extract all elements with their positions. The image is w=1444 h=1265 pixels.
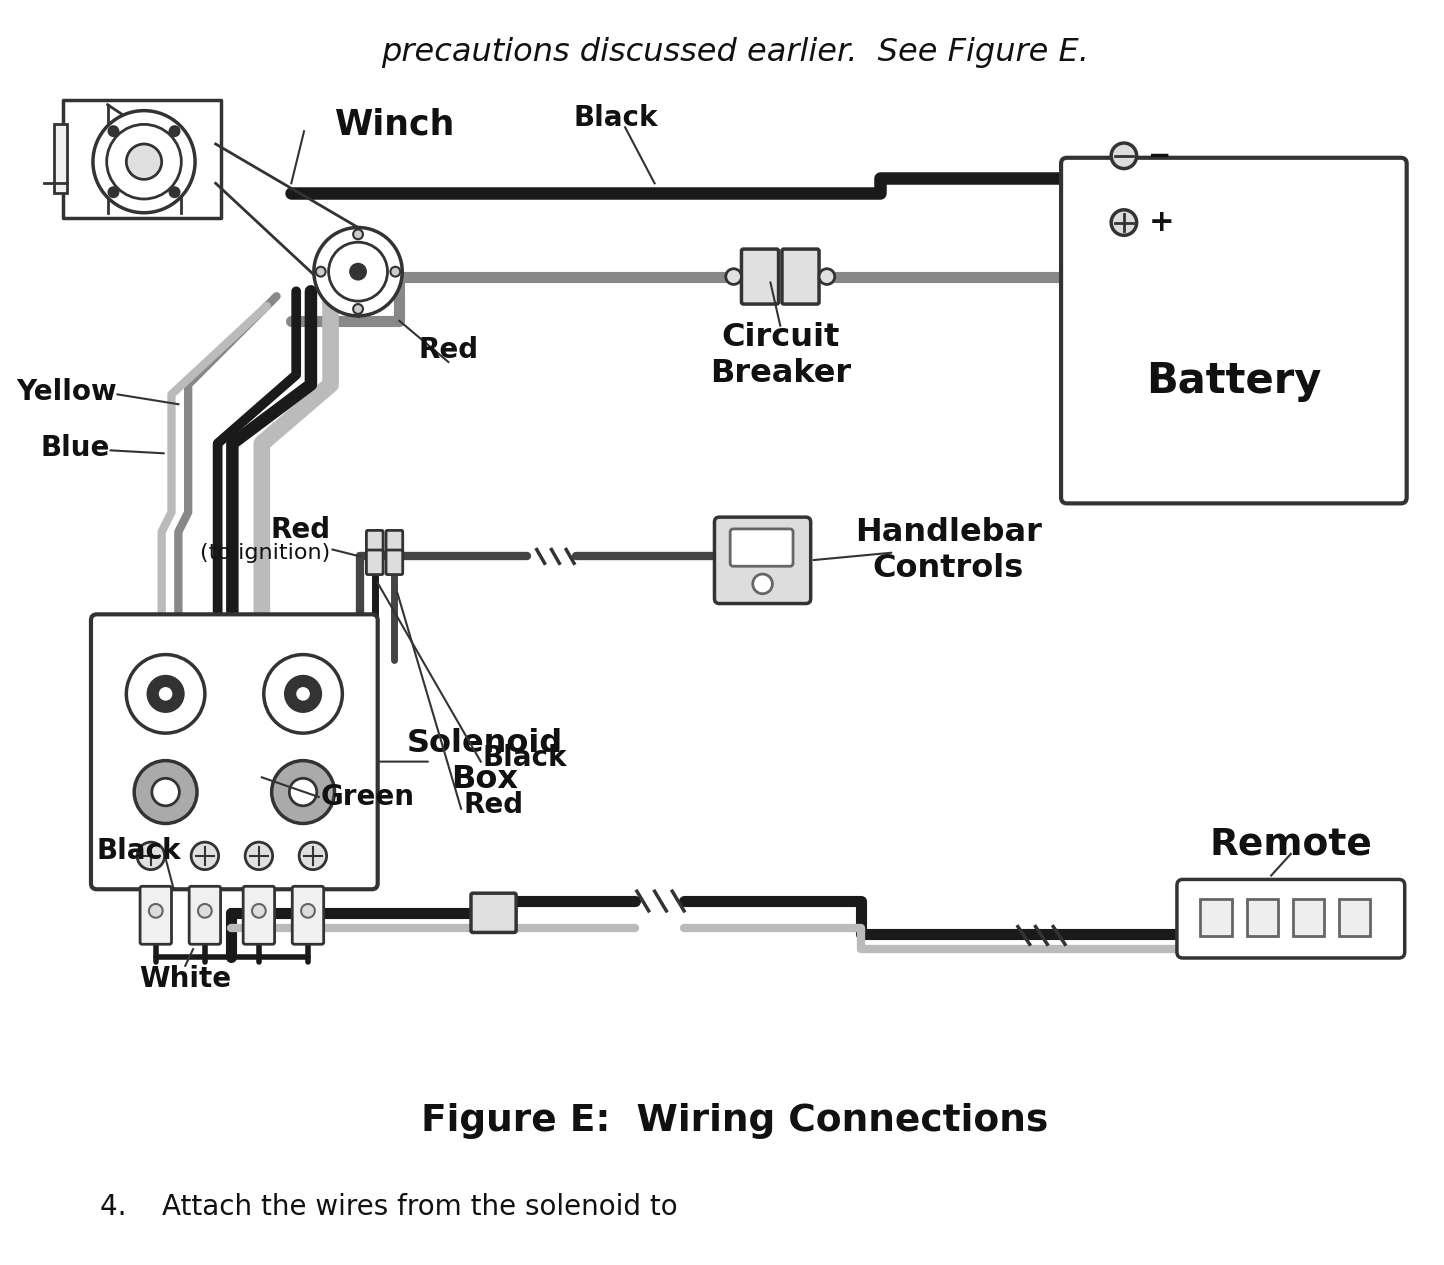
FancyBboxPatch shape bbox=[367, 530, 383, 555]
Text: Black: Black bbox=[97, 837, 182, 865]
Circle shape bbox=[169, 126, 179, 137]
Text: Red: Red bbox=[419, 336, 478, 364]
Circle shape bbox=[152, 778, 179, 806]
FancyBboxPatch shape bbox=[367, 550, 383, 574]
FancyBboxPatch shape bbox=[731, 529, 793, 567]
FancyBboxPatch shape bbox=[189, 887, 221, 944]
Text: 4.    Attach the wires from the solenoid to: 4. Attach the wires from the solenoid to bbox=[100, 1193, 677, 1222]
Bar bbox=[1339, 899, 1370, 936]
Circle shape bbox=[316, 267, 326, 277]
Bar bbox=[1292, 899, 1324, 936]
Bar bbox=[1246, 899, 1278, 936]
Circle shape bbox=[271, 760, 335, 824]
Circle shape bbox=[390, 267, 400, 277]
FancyBboxPatch shape bbox=[292, 887, 323, 944]
Text: Circuit
Breaker: Circuit Breaker bbox=[709, 321, 851, 388]
Circle shape bbox=[198, 904, 212, 917]
Text: Winch: Winch bbox=[335, 108, 456, 142]
Text: precautions discussed earlier.  See Figure E.: precautions discussed earlier. See Figur… bbox=[381, 37, 1089, 68]
Bar bbox=[53, 124, 68, 194]
Circle shape bbox=[329, 242, 387, 301]
FancyBboxPatch shape bbox=[783, 249, 819, 304]
Text: Battery: Battery bbox=[1147, 359, 1321, 402]
Bar bbox=[1200, 899, 1232, 936]
Text: Black: Black bbox=[482, 744, 567, 772]
FancyBboxPatch shape bbox=[471, 893, 516, 932]
Text: (to ignition): (to ignition) bbox=[201, 544, 331, 563]
Text: Remote: Remote bbox=[1210, 826, 1372, 861]
Text: Red: Red bbox=[270, 516, 331, 544]
Circle shape bbox=[108, 126, 118, 137]
FancyBboxPatch shape bbox=[1177, 879, 1405, 958]
FancyBboxPatch shape bbox=[243, 887, 274, 944]
Circle shape bbox=[1110, 210, 1136, 235]
Circle shape bbox=[354, 229, 362, 239]
Circle shape bbox=[313, 228, 403, 316]
Circle shape bbox=[752, 574, 773, 593]
Circle shape bbox=[157, 686, 173, 702]
Text: Green: Green bbox=[321, 783, 414, 811]
Circle shape bbox=[299, 842, 326, 869]
Circle shape bbox=[137, 842, 165, 869]
Circle shape bbox=[286, 677, 321, 711]
Circle shape bbox=[726, 268, 741, 285]
Circle shape bbox=[245, 842, 273, 869]
Circle shape bbox=[351, 264, 365, 280]
Circle shape bbox=[819, 268, 835, 285]
Text: Blue: Blue bbox=[40, 434, 110, 463]
Text: White: White bbox=[139, 965, 231, 993]
Text: Solenoid
Box: Solenoid Box bbox=[407, 729, 563, 794]
Text: Yellow: Yellow bbox=[16, 378, 117, 406]
Circle shape bbox=[1110, 143, 1136, 168]
Circle shape bbox=[149, 904, 163, 917]
Circle shape bbox=[302, 904, 315, 917]
Circle shape bbox=[147, 677, 183, 711]
FancyBboxPatch shape bbox=[1061, 158, 1406, 503]
Circle shape bbox=[107, 124, 182, 199]
Circle shape bbox=[134, 760, 196, 824]
Text: Black: Black bbox=[573, 104, 657, 132]
Circle shape bbox=[264, 654, 342, 734]
FancyBboxPatch shape bbox=[140, 887, 172, 944]
FancyBboxPatch shape bbox=[715, 517, 810, 603]
Circle shape bbox=[126, 654, 205, 734]
Circle shape bbox=[169, 187, 179, 197]
Circle shape bbox=[108, 187, 118, 197]
Circle shape bbox=[92, 110, 195, 213]
Text: Figure E:  Wiring Connections: Figure E: Wiring Connections bbox=[422, 1103, 1048, 1138]
FancyBboxPatch shape bbox=[386, 530, 403, 555]
Circle shape bbox=[289, 778, 316, 806]
FancyBboxPatch shape bbox=[741, 249, 778, 304]
Text: Handlebar
Controls: Handlebar Controls bbox=[855, 517, 1041, 584]
Circle shape bbox=[253, 904, 266, 917]
FancyBboxPatch shape bbox=[91, 615, 378, 889]
Circle shape bbox=[191, 842, 218, 869]
Text: +: + bbox=[1148, 207, 1174, 237]
Circle shape bbox=[126, 144, 162, 180]
Circle shape bbox=[295, 686, 310, 702]
Circle shape bbox=[354, 304, 362, 314]
Text: −: − bbox=[1148, 142, 1171, 170]
Text: Red: Red bbox=[464, 791, 523, 818]
FancyBboxPatch shape bbox=[386, 550, 403, 574]
